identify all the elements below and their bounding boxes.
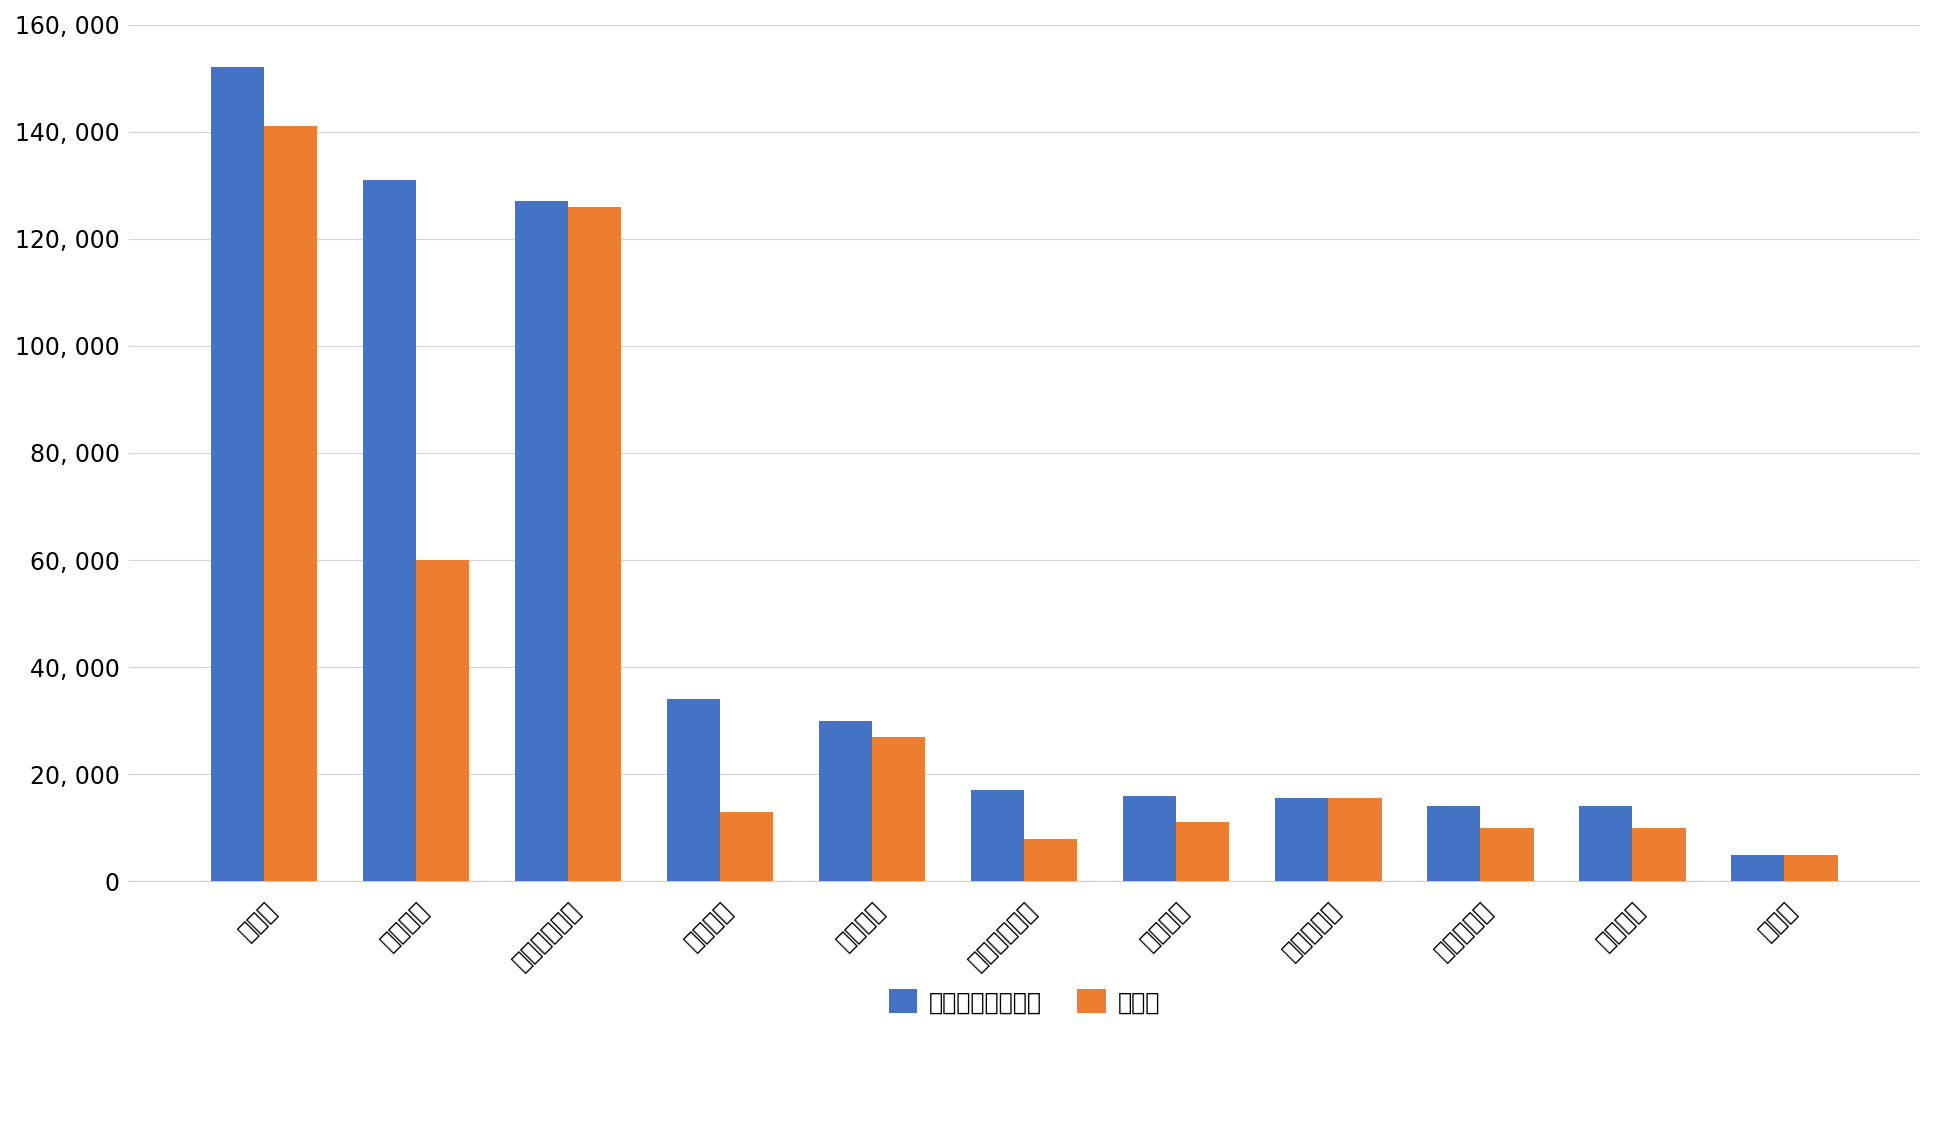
Bar xyxy=(872,737,924,882)
Bar xyxy=(1632,827,1686,882)
Bar xyxy=(1427,806,1480,882)
Bar xyxy=(1176,823,1230,882)
Bar xyxy=(265,127,317,882)
Bar xyxy=(569,206,621,882)
Bar xyxy=(1731,855,1785,882)
Bar xyxy=(667,700,719,882)
Bar xyxy=(514,201,569,882)
Bar xyxy=(211,67,265,882)
Bar xyxy=(1329,798,1381,882)
Bar xyxy=(364,180,416,882)
Bar xyxy=(1124,796,1176,882)
Bar xyxy=(1580,806,1632,882)
Bar xyxy=(719,812,774,882)
Bar xyxy=(1025,839,1077,882)
Bar xyxy=(971,790,1025,882)
Bar xyxy=(1275,798,1329,882)
Legend: 購易統計上の数値, 推計値: 購易統計上の数値, 推計値 xyxy=(880,980,1170,1023)
Bar xyxy=(818,721,872,882)
Bar xyxy=(1785,855,1837,882)
Bar xyxy=(416,560,470,882)
Bar xyxy=(1480,827,1534,882)
